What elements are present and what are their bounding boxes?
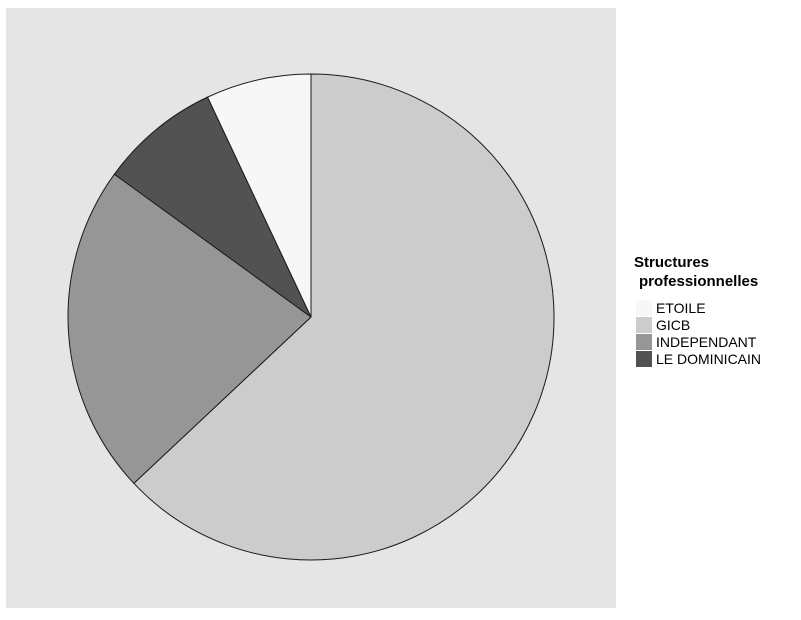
legend-label-etoile: ETOILE [656, 300, 706, 316]
legend-key-gicb [636, 317, 652, 333]
legend-key-etoile [636, 300, 652, 316]
legend-title-line-2: professionnelles [634, 272, 758, 291]
legend-label-independant: INDEPENDANT [656, 334, 756, 350]
legend-key-independant [636, 334, 652, 350]
legend-item-le-dominicain: LE DOMINICAIN [636, 350, 761, 367]
legend-key-le-dominicain [636, 351, 652, 367]
pie-slices [68, 74, 554, 560]
legend-title: Structures professionnelles [634, 253, 758, 291]
legend-item-independant: INDEPENDANT [636, 333, 761, 350]
legend-label-le-dominicain: LE DOMINICAIN [656, 351, 761, 367]
legend-item-gicb: GICB [636, 316, 761, 333]
legend: ETOILE GICB INDEPENDANT LE DOMINICAIN [636, 299, 761, 367]
legend-title-line-1: Structures [634, 253, 758, 272]
legend-label-gicb: GICB [656, 317, 690, 333]
legend-item-etoile: ETOILE [636, 299, 761, 316]
pie-plot-area [0, 0, 620, 615]
